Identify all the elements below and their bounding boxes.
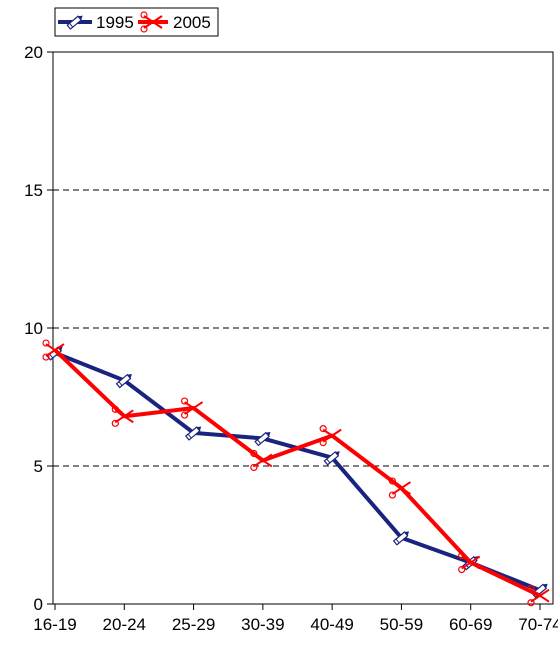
scissors-handle [527,585,535,593]
y-tick-label: 5 [34,457,43,476]
pencil-tip [77,15,83,21]
pencil-icon [392,531,410,546]
scissors-handle [111,405,119,413]
scissors-handle [388,491,397,499]
x-tick-label: 70-74 [518,615,558,634]
pencil-body [115,373,132,389]
scissors-handle [42,339,50,347]
y-tick-label: 20 [24,43,43,62]
scissors-blade [253,453,273,468]
x-tick-label: 30-39 [241,615,284,634]
pencil-tip [196,426,202,431]
scissors-blade [322,428,342,443]
legend-label: 1995 [96,13,134,32]
y-tick-label: 15 [24,181,43,200]
scissors-handle [458,565,466,574]
scissors-blade [391,481,411,495]
scissors-icon [180,397,204,419]
pencil-icon [254,431,271,447]
scissors-icon [458,551,481,574]
pencil-tip [127,374,132,379]
scissors-blade [530,588,550,603]
series-line [53,348,541,598]
scissors-icon [140,11,163,33]
pencil-band [257,439,262,444]
grid-lines [53,189,553,467]
scissors-icon [527,585,550,607]
pencil-body [323,451,340,466]
series-line [54,350,541,593]
pencil-body [254,431,270,447]
scissors-handle [250,449,258,458]
y-tick-label: 0 [34,595,43,614]
scissors-handle [140,25,148,33]
scissors-icon [111,405,134,427]
series-2005 [42,339,550,607]
scissors-handle [458,551,466,560]
x-tick-label: 20-24 [103,615,146,634]
scissors-blade [45,343,65,357]
scissors-icon [250,449,273,472]
x-tick-label: 50-59 [380,615,423,634]
pencil-band [69,22,74,28]
pencil-band [49,353,54,359]
pencil-band [187,433,192,439]
pencil-tip [404,531,410,536]
pencil-body [184,426,201,441]
scissors-handle [111,419,119,427]
pencil-band [326,458,331,464]
pencil-icon [184,426,202,441]
scissors-blade [114,409,134,424]
pencil-tip [265,431,271,437]
scissors-blade [143,15,163,29]
series-lines [42,339,550,607]
scissors-blade [184,401,204,415]
scissors-handle [388,477,397,485]
pencil-icon [323,451,340,466]
scissors-icon [388,477,411,499]
pencil-icon [66,15,83,30]
legend: 1995 2005 [54,7,219,37]
scissors-icon [319,425,342,447]
scissors-handle [42,353,50,361]
pencil-icon [115,373,132,389]
x-tick-label: 25-29 [172,615,215,634]
scissors-blade [461,555,481,570]
scissors-handle [140,11,148,19]
legend-label: 2005 [173,13,211,32]
x-tick-label: 40-49 [310,615,353,634]
pencil-tip [335,451,340,456]
scissors-icon [42,339,65,361]
scissors-handle [527,599,535,607]
scissors-handle [180,397,189,405]
pencil-band [118,381,123,386]
y-tick-label: 10 [24,319,43,338]
scissors-handle [180,411,189,419]
x-tick-label: 60-69 [449,615,492,634]
pencil-band [395,538,400,544]
x-tick-label: 16-19 [33,615,76,634]
scissors-handle [319,439,327,447]
scissors-handle [319,425,327,433]
pencil-tip [542,583,548,589]
scissors-handle [250,463,258,472]
axes: 0 5 10 15 20 16-19 20-24 25-29 30-39 40-49 50-59 60… [24,43,558,634]
